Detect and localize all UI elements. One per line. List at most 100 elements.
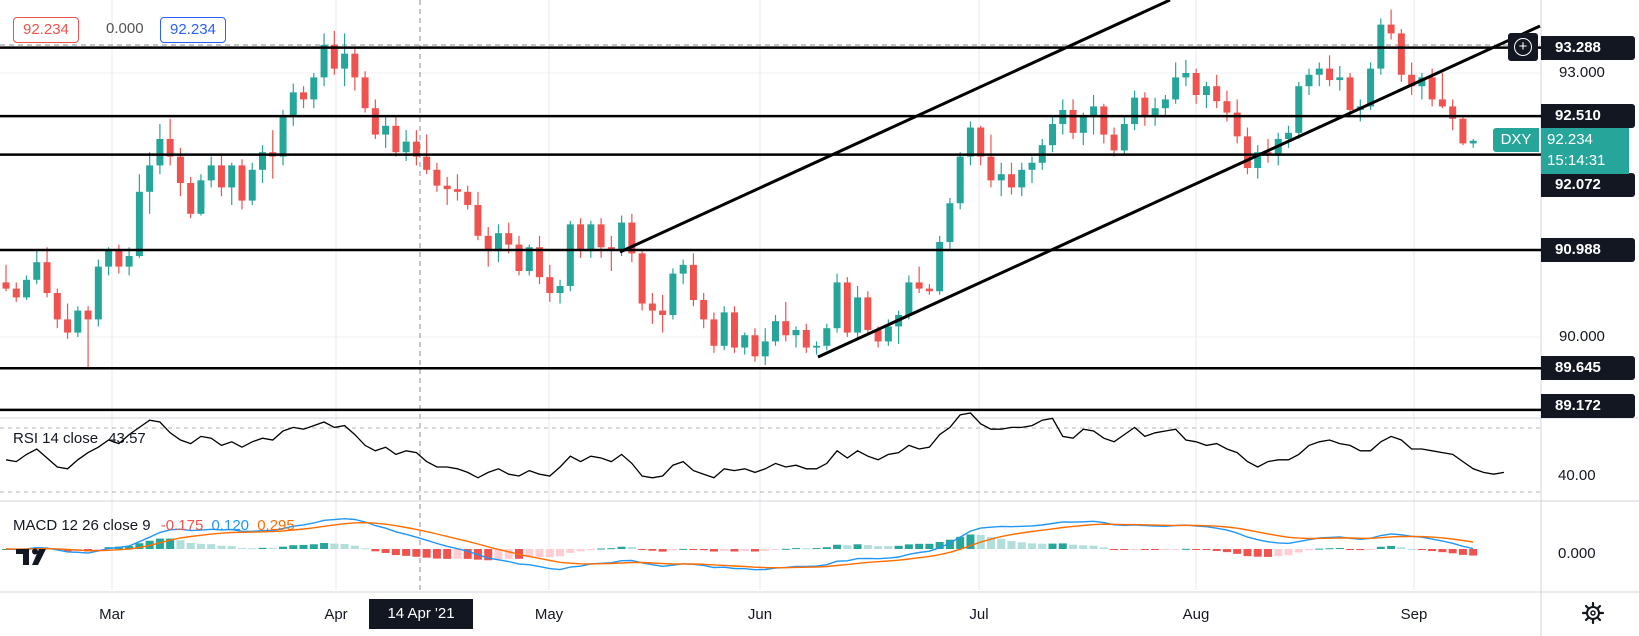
candle-body [1264,152,1272,154]
macd-histogram-bar [822,547,831,549]
candle-body [741,335,749,348]
macd-histogram-bar [1397,547,1406,549]
macd-histogram-bar [1110,549,1119,550]
candle-body [207,165,215,181]
macd-histogram-bar [812,548,821,550]
candle-body [115,249,123,267]
candle-body [864,297,872,330]
candle-body [669,273,677,315]
bar-countdown: 15:14:31 [1547,152,1606,169]
candle [402,130,410,161]
candle-body [94,266,102,320]
candle [1131,90,1139,131]
macd-histogram-value: -0.175 [160,517,204,534]
add-alert-button[interactable]: + [1508,33,1538,61]
macd-histogram-bar [658,549,667,552]
rsi-bands [0,427,1540,493]
candle-body [289,92,297,117]
settings-button[interactable] [1580,600,1606,626]
rsi-legend[interactable]: RSI 14 close 43.57 [13,430,146,447]
candle [1254,145,1262,179]
price-axis[interactable]: 93.288 92.510 92.072 90.988 89.645 89.172 93.0… [1541,0,1639,592]
candle-body [392,125,400,153]
macd-histogram-bar [1274,549,1283,557]
candle-body [823,328,831,346]
candle [1387,9,1395,40]
macd-histogram-bar [761,549,770,551]
time-tick: Aug [1182,606,1210,623]
macd-histogram-bar [227,546,236,549]
candle [782,301,790,342]
candle [12,282,20,302]
macd-series [2,517,1478,571]
candle [1100,103,1108,144]
candle-body [946,203,954,242]
candle [125,247,133,276]
candle-body [1069,109,1077,133]
macd-histogram-bar [1335,547,1344,549]
time-tick: Jun [747,606,773,623]
macd-histogram-bar [186,543,195,549]
tradingview-logo-icon[interactable] [14,545,54,567]
candle [997,162,1005,197]
candle-body [1090,106,1098,117]
candle-body [802,329,810,348]
candle [1346,73,1354,117]
macd-histogram-bar [1305,549,1314,551]
candle [187,176,195,219]
candle [371,99,379,139]
macd-histogram-bar [217,545,226,549]
channel-lower-line [817,24,1541,359]
macd-histogram-bar [1284,549,1293,556]
macd-histogram-bar [525,549,534,558]
macd-histogram-bar [997,538,1006,549]
candle [484,227,492,267]
candle [556,279,564,304]
macd-histogram-bar [63,549,72,552]
candle-body [792,329,800,336]
macd-histogram-bar [1007,541,1016,549]
macd-histogram-bar [945,539,954,549]
price-tick: 93.000 [1559,64,1605,81]
macd-tick: 0.000 [1558,545,1596,562]
candle [710,312,718,353]
macd-histogram-bar [874,546,883,549]
time-axis[interactable]: Mar Apr May Jun Jul Aug Sep [0,593,1540,636]
candle-body [1182,73,1190,78]
candle [1182,59,1190,87]
candle [638,249,646,311]
candle-body [1346,77,1354,110]
candle [1438,73,1446,109]
macd-histogram-bar [792,548,801,550]
horizontal-levels[interactable] [0,46,1541,412]
candle-body [1049,124,1057,146]
candle-body [1336,77,1344,81]
candle-body [638,253,646,304]
macd-histogram-bar [648,549,657,551]
candle [310,73,318,109]
candle [1049,115,1057,153]
candle-body [371,108,379,135]
macd-histogram-bar [207,544,216,549]
macd-histogram-bar [833,544,842,549]
candle-body [1213,86,1221,102]
candle-body [146,165,154,192]
candle-body [1110,134,1118,151]
macd-histogram-bar [330,543,339,549]
candle [228,162,236,205]
candle-body [659,310,667,315]
candle [823,323,831,351]
macd-legend[interactable]: MACD 12 26 close 9 -0.175 0.120 0.295 [13,517,295,534]
candle [341,33,349,87]
candle-body [1141,97,1149,116]
macd-histogram-bar [627,547,636,549]
time-tick: Apr [324,606,348,623]
candle [433,162,441,192]
macd-histogram-bar [689,549,698,550]
time-tick: Mar [99,606,125,623]
candle-body [997,174,1005,181]
macd-histogram-bar [309,544,318,549]
trend-channel[interactable] [619,0,1541,359]
